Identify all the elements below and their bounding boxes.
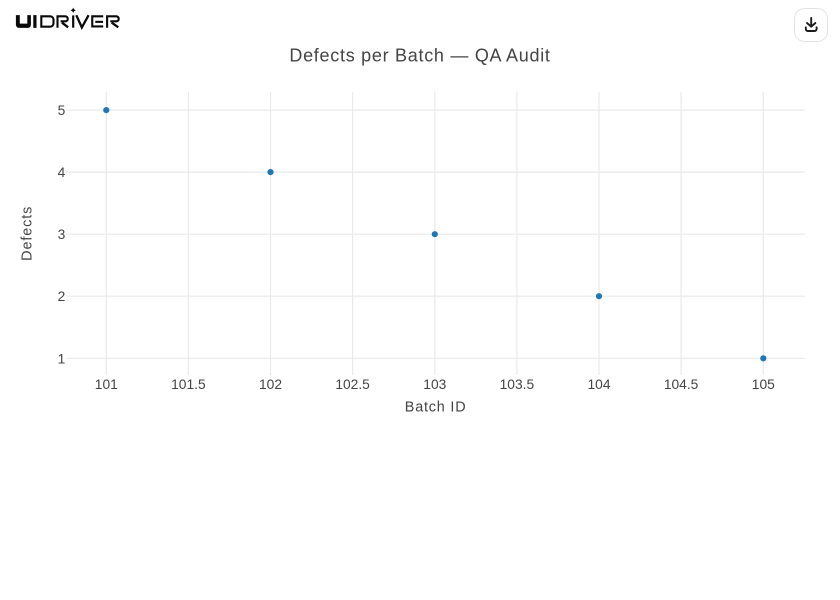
svg-text:Defects: Defects bbox=[20, 206, 36, 261]
svg-text:103.5: 103.5 bbox=[500, 377, 535, 392]
svg-text:2: 2 bbox=[58, 289, 66, 304]
svg-text:1: 1 bbox=[58, 351, 66, 366]
svg-text:105: 105 bbox=[752, 377, 775, 392]
svg-text:102: 102 bbox=[259, 377, 282, 392]
svg-text:101: 101 bbox=[95, 377, 118, 392]
svg-text:104: 104 bbox=[587, 377, 610, 392]
svg-text:102.5: 102.5 bbox=[335, 377, 370, 392]
svg-text:101.5: 101.5 bbox=[171, 377, 206, 392]
svg-text:Batch ID: Batch ID bbox=[405, 400, 467, 416]
svg-text:103: 103 bbox=[423, 377, 446, 392]
svg-text:Defects per Batch — QA Audit: Defects per Batch — QA Audit bbox=[289, 46, 550, 66]
svg-text:104.5: 104.5 bbox=[664, 377, 699, 392]
svg-text:5: 5 bbox=[58, 103, 66, 118]
svg-text:3: 3 bbox=[58, 227, 66, 242]
svg-text:4: 4 bbox=[58, 165, 66, 180]
